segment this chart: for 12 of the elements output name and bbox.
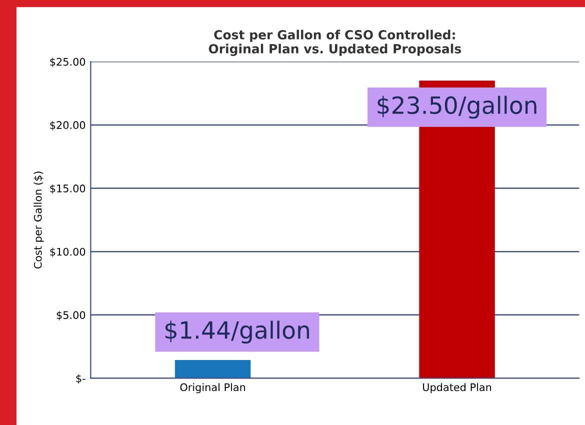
y-tick-label: $15.00 (50, 184, 86, 194)
y-tick-label: $5.00 (56, 310, 86, 320)
y-tick-label: $25.00 (50, 58, 86, 68)
chart-title: Cost per Gallon of CSO Controlled: Original Plan vs. Updated Proposals (208, 30, 462, 56)
x-tick-label: Updated Plan (423, 383, 492, 394)
y-axis-title: Cost per Gallon ($) (34, 172, 44, 269)
x-tick-label: Original Plan (180, 383, 246, 394)
data-label: $1.44/gallon (165, 320, 309, 344)
y-tick-label: $- (76, 374, 86, 384)
y-tick-label: $20.00 (50, 120, 86, 130)
y-tick-label: $10.00 (50, 248, 86, 258)
data-label: $23.50/gallon (378, 96, 536, 119)
